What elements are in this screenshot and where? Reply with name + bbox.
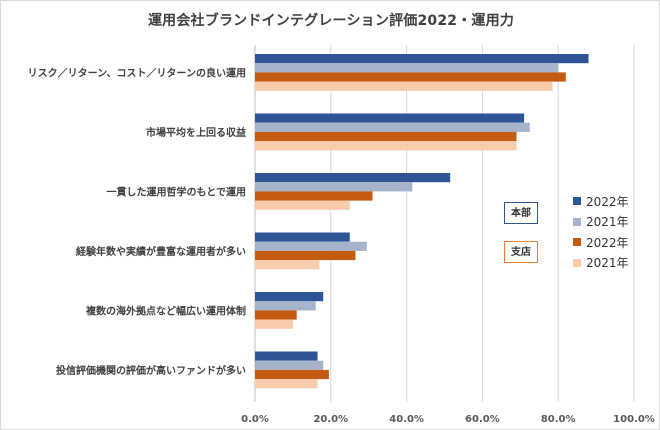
group-label-shiten: 支店 (504, 241, 538, 263)
legend-label: 2021年 (586, 215, 629, 230)
category-label: リスク／リターン、コスト／リターンの良い運用 (28, 66, 246, 79)
legend-swatch (573, 217, 581, 226)
bar (255, 310, 297, 320)
x-tick-label: 40.0% (389, 414, 424, 425)
category-label: 一貫した運用哲学のもとで運用 (107, 185, 247, 198)
legend-item: 2021年 (573, 253, 653, 274)
legend-item: 2022年 (573, 191, 653, 212)
bar (255, 379, 318, 389)
bar (255, 301, 316, 311)
bar (255, 191, 373, 201)
legend-label: 2022年 (586, 235, 629, 250)
bar (255, 260, 320, 270)
bar (255, 131, 517, 142)
category-label: 投信評価機関の評価が高いファンドが多い (56, 364, 246, 377)
x-tick-label: 20.0% (313, 414, 348, 425)
bar (255, 250, 356, 261)
bar (255, 72, 566, 82)
bar (255, 141, 517, 151)
bar (255, 113, 525, 123)
x-tick-label: 60.0% (465, 414, 500, 425)
bar (255, 241, 367, 251)
bar (255, 173, 451, 183)
bar (255, 319, 293, 329)
bar (255, 292, 324, 302)
bar (255, 360, 324, 370)
legend-swatch (573, 258, 581, 267)
bar (255, 63, 559, 73)
chart-title: 運用会社ブランドインテグレーション評価2022・運用力 (147, 13, 515, 29)
chart-legend: 2022年 2021年 2022年 2021年 (573, 191, 653, 273)
legend-label: 2022年 (586, 194, 629, 209)
category-label: 複数の海外拠点など幅広い運用体制 (85, 304, 246, 317)
bar (255, 81, 553, 91)
category-label: 市場平均を上回る収益 (146, 126, 246, 139)
legend-swatch (573, 197, 581, 206)
bar (255, 122, 530, 132)
bar (255, 54, 589, 64)
legend-label: 2021年 (586, 256, 629, 271)
x-tick-label: 0.0% (241, 414, 269, 425)
bar (255, 369, 329, 380)
bar (255, 200, 350, 210)
category-label: 経験年数や実績が豊富な運用者が多い (76, 245, 246, 258)
group-label-honbu: 本部 (504, 202, 538, 224)
legend-swatch (573, 238, 581, 247)
bar (255, 182, 413, 192)
bar (255, 351, 318, 361)
legend-item: 2022年 (573, 232, 653, 253)
bar (255, 232, 350, 242)
x-tick-label: 100.0% (613, 414, 655, 425)
x-tick-label: 80.0% (541, 414, 576, 425)
legend-item: 2021年 (573, 212, 653, 233)
